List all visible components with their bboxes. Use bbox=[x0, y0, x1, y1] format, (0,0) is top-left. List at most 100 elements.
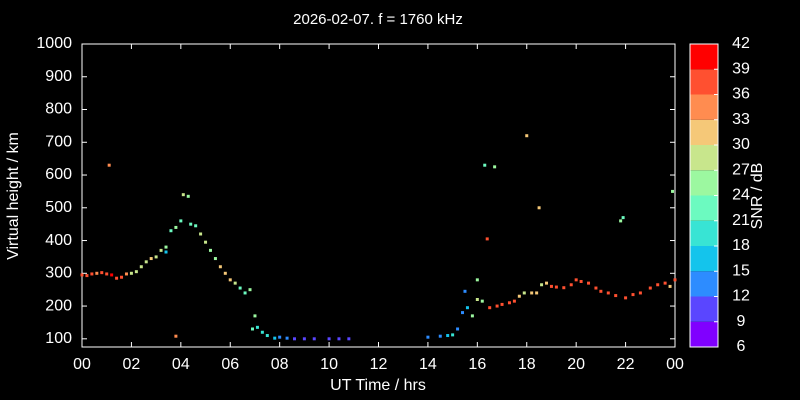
point bbox=[537, 206, 541, 210]
point bbox=[540, 283, 544, 287]
point bbox=[159, 248, 163, 252]
point bbox=[599, 289, 603, 293]
y-tick-label: 700 bbox=[45, 133, 72, 150]
colorbar-tick-label: 21 bbox=[732, 212, 750, 229]
y-tick-label: 900 bbox=[45, 68, 72, 85]
point bbox=[85, 274, 89, 278]
point bbox=[638, 291, 642, 295]
point bbox=[475, 298, 479, 302]
point bbox=[312, 337, 316, 341]
colorbar-tick-label: 33 bbox=[732, 111, 750, 128]
point bbox=[164, 250, 168, 254]
colorbar-tick-label: 15 bbox=[732, 262, 750, 279]
x-axis-label: UT Time / hrs bbox=[330, 377, 426, 394]
point bbox=[470, 314, 474, 318]
point bbox=[179, 219, 183, 223]
point bbox=[139, 265, 143, 269]
y-tick-label: 800 bbox=[45, 101, 72, 118]
y-tick-label: 600 bbox=[45, 166, 72, 183]
point bbox=[522, 291, 526, 295]
point bbox=[265, 334, 269, 338]
point bbox=[302, 337, 306, 341]
point bbox=[619, 219, 623, 223]
point bbox=[100, 271, 104, 275]
point bbox=[223, 271, 227, 275]
x-tick-label: 12 bbox=[370, 356, 388, 373]
point bbox=[154, 255, 158, 259]
point bbox=[174, 225, 178, 229]
point bbox=[446, 334, 450, 338]
point bbox=[255, 325, 259, 329]
point bbox=[194, 224, 198, 228]
colorbar-band bbox=[690, 44, 718, 70]
point bbox=[134, 270, 138, 274]
point bbox=[569, 283, 573, 287]
point bbox=[149, 257, 153, 261]
colorbar-tick-label: 9 bbox=[737, 313, 746, 330]
point bbox=[347, 337, 351, 341]
colorbar-band bbox=[690, 271, 718, 297]
colorbar-band bbox=[690, 246, 718, 272]
point bbox=[144, 260, 148, 264]
colorbar-band bbox=[690, 170, 718, 196]
point bbox=[164, 245, 168, 249]
point bbox=[624, 296, 628, 300]
point bbox=[525, 134, 529, 138]
colorbar-tick-label: 12 bbox=[732, 288, 750, 305]
point bbox=[438, 334, 442, 338]
point bbox=[517, 294, 521, 298]
point bbox=[574, 278, 578, 282]
point bbox=[475, 278, 479, 282]
colorbar-band bbox=[690, 296, 718, 322]
x-tick-label: 08 bbox=[271, 356, 289, 373]
point bbox=[260, 330, 264, 334]
y-tick-label: 200 bbox=[45, 297, 72, 314]
point bbox=[465, 306, 469, 310]
x-tick-label: 14 bbox=[419, 356, 437, 373]
point bbox=[218, 265, 222, 269]
point bbox=[204, 240, 208, 244]
point bbox=[107, 163, 111, 167]
point bbox=[463, 289, 467, 293]
point bbox=[507, 301, 511, 305]
point bbox=[606, 291, 610, 295]
colorbar-tick-label: 39 bbox=[732, 60, 750, 77]
x-tick-label: 22 bbox=[617, 356, 635, 373]
colorbar-band bbox=[690, 69, 718, 95]
plot-frame bbox=[81, 43, 676, 348]
point bbox=[253, 314, 257, 318]
colorbar-band bbox=[690, 220, 718, 246]
point bbox=[668, 284, 672, 288]
point bbox=[129, 271, 133, 275]
point bbox=[579, 279, 583, 283]
point bbox=[483, 163, 487, 167]
point bbox=[480, 299, 484, 303]
point bbox=[451, 333, 455, 337]
chart-title: 2026-02-07. f = 1760 kHz bbox=[293, 11, 463, 28]
point bbox=[456, 327, 460, 331]
point bbox=[562, 286, 566, 290]
y-tick-label: 1000 bbox=[36, 35, 72, 52]
point bbox=[495, 304, 499, 308]
point bbox=[621, 216, 625, 220]
point bbox=[115, 276, 119, 280]
point bbox=[292, 337, 296, 341]
point bbox=[426, 335, 430, 339]
y-tick-label: 300 bbox=[45, 265, 72, 282]
colorbar-tick-label: 27 bbox=[732, 161, 750, 178]
x-tick-label: 20 bbox=[567, 356, 585, 373]
x-tick-label: 02 bbox=[123, 356, 141, 373]
point bbox=[120, 275, 124, 279]
point bbox=[461, 311, 465, 315]
x-tick-label: 00 bbox=[666, 356, 684, 373]
point bbox=[488, 306, 492, 310]
y-tick-label: 400 bbox=[45, 232, 72, 249]
x-tick-label: 16 bbox=[468, 356, 486, 373]
colorbar-tick-label: 6 bbox=[737, 338, 746, 355]
point bbox=[181, 193, 185, 197]
point bbox=[90, 272, 94, 276]
point bbox=[208, 248, 212, 252]
colorbar-band bbox=[690, 119, 718, 145]
point bbox=[587, 281, 591, 285]
